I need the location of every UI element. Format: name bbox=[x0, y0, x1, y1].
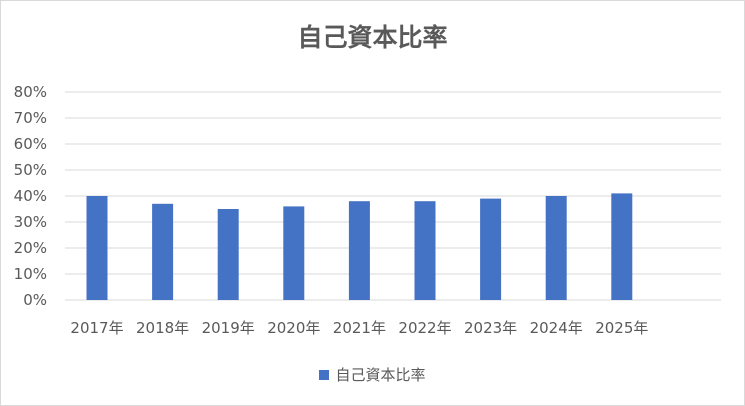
x-tick-label: 2024年 bbox=[530, 319, 583, 337]
y-tick-label: 60% bbox=[14, 135, 47, 153]
x-tick-label: 2025年 bbox=[595, 319, 648, 337]
x-tick-label: 2020年 bbox=[267, 319, 320, 337]
legend: 自己資本比率 bbox=[0, 364, 745, 385]
bar bbox=[348, 201, 370, 300]
x-tick-label: 2023年 bbox=[464, 319, 517, 337]
bar bbox=[414, 201, 436, 300]
bar bbox=[217, 209, 239, 300]
bar bbox=[152, 203, 174, 300]
y-tick-label: 80% bbox=[14, 83, 47, 101]
x-tick-label: 2021年 bbox=[333, 319, 386, 337]
y-tick-label: 40% bbox=[14, 187, 47, 205]
y-tick-label: 50% bbox=[14, 161, 47, 179]
y-tick-label: 70% bbox=[14, 109, 47, 127]
x-tick-label: 2017年 bbox=[70, 319, 123, 337]
x-tick-label: 2019年 bbox=[202, 319, 255, 337]
bar bbox=[283, 206, 305, 300]
y-tick-label: 10% bbox=[14, 265, 47, 283]
chart-title: 自己資本比率 bbox=[297, 23, 448, 52]
bar bbox=[545, 196, 567, 300]
y-tick-label: 20% bbox=[14, 239, 47, 257]
bar bbox=[480, 198, 502, 300]
legend-swatch bbox=[319, 370, 330, 380]
bar bbox=[611, 193, 633, 300]
bar bbox=[86, 196, 108, 300]
x-tick-label: 2018年 bbox=[136, 319, 189, 337]
legend-label: 自己資本比率 bbox=[335, 366, 426, 384]
x-tick-label: 2022年 bbox=[398, 319, 451, 337]
y-tick-label: 30% bbox=[14, 213, 47, 231]
y-tick-label: 0% bbox=[23, 291, 47, 309]
